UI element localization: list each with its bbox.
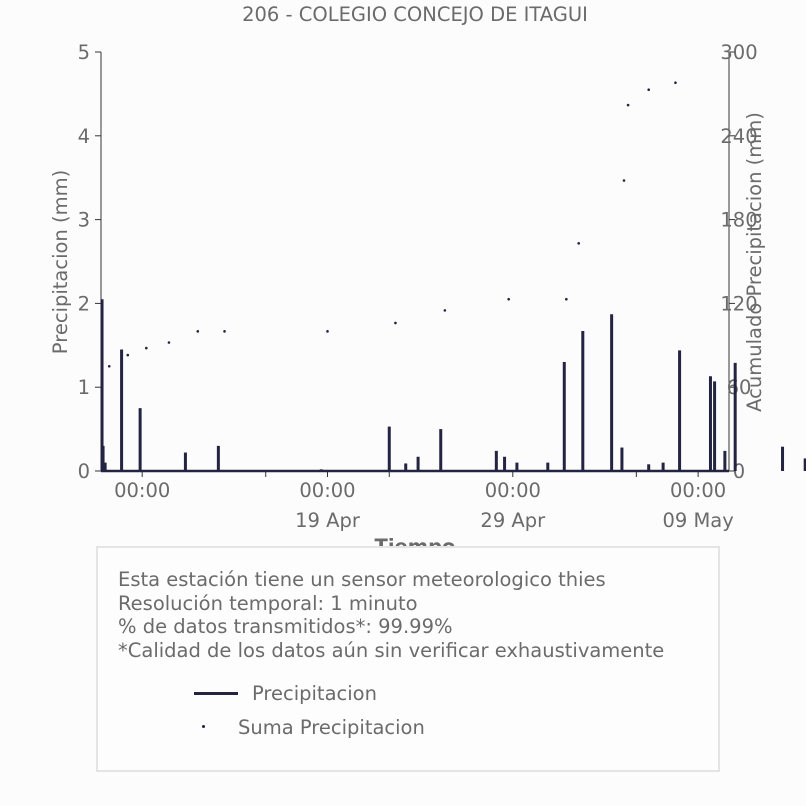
station-info: Esta estación tiene un sensor meteorolog… [118,568,664,662]
y-tick-label-right: 240 [720,125,757,148]
info-sensor: Esta estación tiene un sensor meteorolog… [118,568,606,591]
sum-point [443,309,447,312]
legend-line-swatch [194,692,238,695]
y-tick-label-left: 1 [78,376,90,399]
axes [100,52,730,472]
legend-dot-swatch [202,725,205,728]
sum-point [647,88,650,92]
x-tick-label-time: 00:00 [670,479,726,502]
sum-point [622,179,626,182]
y-axis-label-left: Precipitacion (mm) [49,170,72,354]
x-ticks: 00:00 00:00 00:00 00:00 19 Apr 29 Apr 09 May [114,471,734,532]
x-tick-label-date: 19 Apr [295,509,361,532]
sum-point [144,346,148,350]
y-tick-label-left: 2 [78,292,90,315]
sum-point [223,330,226,333]
x-tick-label-time: 00:00 [485,479,541,502]
x-tick-label-time: 00:00 [114,479,170,502]
y-tick-label-right: 60 [727,376,752,399]
sum-point [326,330,329,333]
sum-point [107,364,111,368]
info-quality-note: *Calidad de los datos aún sin verificar … [118,638,665,662]
legend-box: Esta estación tiene un sensor meteorolog… [96,546,720,772]
sum-point [167,341,171,344]
y-tick-label-left: 5 [78,41,90,64]
sum-point [577,242,580,245]
legend-item-precipitacion: Precipitacion [252,682,377,705]
y-tick-label-left: 3 [78,209,90,232]
chart-svg: 206 - COLEGIO CONCEJO DE ITAGUI 0 1 2 3 4 5 0… [49,3,806,546]
y-axis-label-right: Acumulado Precipitacion (mm) [743,112,766,412]
sum-point [507,297,510,301]
y-tick-label-right: 180 [720,209,757,232]
series-precipitacion [100,299,806,473]
x-tick-label-date: 29 Apr [480,509,546,532]
y-tick-label-right: 120 [720,292,757,315]
chart-title: 206 - COLEGIO CONCEJO DE ITAGUI [242,3,588,26]
y-tick-label-right: 300 [720,41,757,64]
sum-point [626,103,630,107]
y-tick-label-left: 4 [78,125,90,148]
sum-point [196,330,200,333]
sum-point [126,353,130,357]
sum-point [394,321,397,325]
legend-item-suma-precipitacion: Suma Precipitacion [238,716,425,739]
info-transmitted: % de datos transmitidos*: 99.99% [118,615,453,639]
x-tick-label-time: 00:00 [299,479,355,502]
sum-point [674,81,677,85]
series-suma-precipitacion [107,81,677,368]
y-tick-label-left: 0 [78,460,90,483]
x-axis-label: Tiempo [375,535,456,546]
sum-point [565,297,568,301]
x-tick-label-date: 09 May [662,509,733,532]
y-ticks-left: 0 1 2 3 4 5 [78,41,101,483]
info-resolution: Resolución temporal: 1 minuto [118,591,418,615]
